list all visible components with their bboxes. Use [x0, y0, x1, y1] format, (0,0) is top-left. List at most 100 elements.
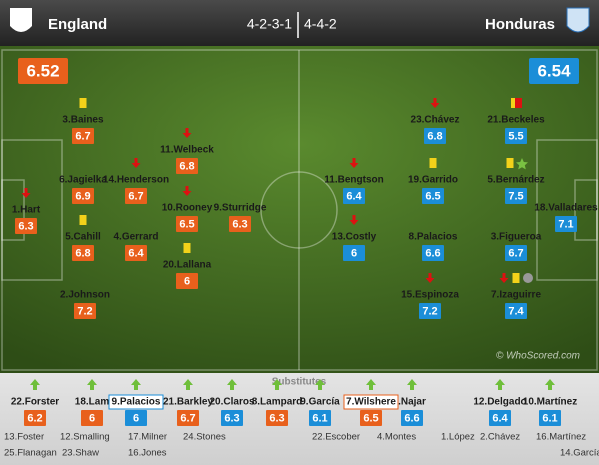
sub-name: 10.Martínez: [523, 397, 577, 408]
player-rating: 6.3: [18, 220, 33, 232]
rating-box: [422, 245, 444, 261]
player-name: 20.Lallana: [163, 260, 212, 271]
sub-name: 20.Claros: [209, 397, 254, 408]
rating-box: [505, 188, 527, 204]
sub-off-icon: [349, 158, 359, 168]
rating-box: [15, 218, 37, 234]
rating-box: [505, 245, 527, 261]
home-formation: 4-2-3-1: [247, 16, 292, 32]
sub-on-icon: [272, 379, 282, 390]
bench-player: 25.Flanagan: [4, 448, 57, 459]
sub-off-icon: [425, 273, 435, 283]
player-name: 7.Izaguirre: [491, 290, 541, 301]
player-rating: 7.2: [422, 305, 437, 317]
sub-on-icon: [30, 379, 40, 390]
sub-name: 8.Lampard: [252, 397, 303, 408]
rating-box: [72, 245, 94, 261]
rating-box: [74, 303, 96, 319]
star-icon: [516, 158, 528, 170]
rating-box: [81, 410, 103, 426]
player-name: 11.Bengtson: [324, 175, 383, 186]
sub-rating: 6: [89, 412, 95, 424]
rating-box: [72, 128, 94, 144]
player-name: 14.Henderson: [103, 175, 169, 186]
rating-box: [221, 410, 243, 426]
sub-name: 12.Delgado: [473, 397, 526, 408]
sub-rating: 6.5: [363, 412, 378, 424]
home-crest: [10, 8, 32, 32]
sub-off-icon: [349, 215, 359, 225]
sub-on-icon: [495, 379, 505, 390]
player-rating: 6.3: [232, 218, 247, 230]
player-name: 3.Baines: [62, 115, 104, 126]
rating-box: [424, 128, 446, 144]
player-name: 19.Garrido: [408, 175, 458, 186]
home-team: England: [48, 16, 107, 33]
player-name: 10.Rooney: [162, 203, 213, 214]
player-name: 15.Espinoza: [401, 290, 459, 301]
bench-player: 12.Smalling: [60, 432, 110, 443]
rating-box: [229, 216, 251, 232]
bench-player: 17.Milner: [128, 432, 167, 443]
player-rating: 6.8: [179, 160, 194, 172]
injury-icon: [523, 273, 533, 283]
sub-rating: 6.6: [404, 412, 419, 424]
sub-off-icon: [430, 98, 440, 108]
yellow-card: [512, 273, 520, 283]
pitch: [0, 46, 599, 373]
player-name: 23.Chávez: [411, 115, 460, 126]
player-rating: 6: [351, 247, 357, 259]
sub-rating: 6.3: [224, 412, 239, 424]
player-name: 18.Valladares: [534, 203, 598, 214]
watermark: © WhoScored.com: [496, 351, 580, 362]
player-name: 3.Figueroa: [491, 232, 542, 243]
rating-box: [24, 410, 46, 426]
sub-rating: 6.1: [312, 412, 327, 424]
player-rating: 6.4: [128, 247, 144, 259]
sub-on-icon: [407, 379, 417, 390]
player-name: 5.Bernárdez: [487, 175, 544, 186]
player-name: 6.Jagielka: [59, 175, 107, 186]
rating-box: [177, 410, 199, 426]
rating-box: [125, 245, 147, 261]
player-rating: 6.5: [179, 218, 194, 230]
highlight-box: [343, 394, 399, 410]
sub-on-icon: [545, 379, 555, 390]
away-crest: [566, 7, 590, 33]
away-formation: 4-4-2: [304, 16, 337, 32]
sub-on-icon: [366, 379, 376, 390]
rating-box: [266, 410, 288, 426]
team-rating-box: [529, 58, 579, 84]
bench-player: 14.García: [560, 448, 599, 459]
sub-on-icon: [87, 379, 97, 390]
player-name: 8.Palacios: [409, 232, 458, 243]
sub-rating: 6.3: [269, 412, 284, 424]
rating-box: [343, 245, 365, 261]
header-bar: [0, 0, 599, 46]
sub-name: 21.Barkley: [163, 397, 213, 408]
pitch-lines: [1, 49, 598, 371]
player-name: 9.Sturridge: [214, 203, 267, 214]
bench-player: 4.Montes: [377, 432, 416, 443]
sub-on-icon: [131, 379, 141, 390]
rating-box: [72, 188, 94, 204]
bench-player: 1.López: [441, 432, 475, 443]
player-name: 21.Beckeles: [487, 115, 545, 126]
sub-on-icon: [315, 379, 325, 390]
player-rating: 7.1: [558, 218, 573, 230]
team-rating-box: [18, 58, 68, 84]
player-rating: 6.4: [346, 190, 362, 202]
rating-box: [360, 410, 382, 426]
sub-off-icon: [499, 273, 509, 283]
bench-player: 22.Escober: [312, 432, 360, 443]
rating-box: [125, 410, 147, 426]
player-name: 2.Johnson: [60, 290, 110, 301]
player-name: 5.Cahill: [65, 232, 101, 243]
sub-off-icon: [21, 188, 31, 198]
away-team: Honduras: [485, 16, 555, 33]
sub-name: 7.Wilshere: [346, 397, 396, 408]
player-rating: 6: [184, 275, 190, 287]
yellow-card: [183, 243, 191, 253]
rating-box: [309, 410, 331, 426]
